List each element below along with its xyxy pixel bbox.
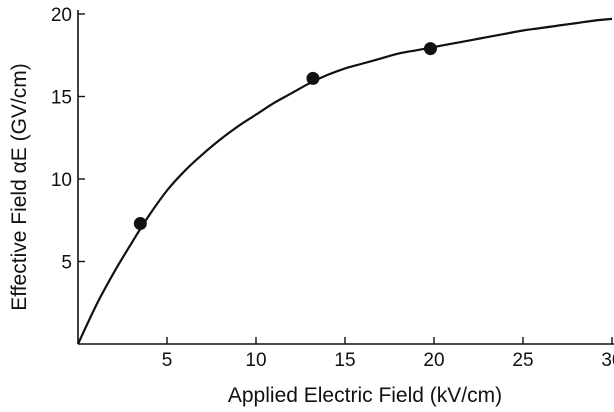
x-ticks: 5 10 15 20 25 30 xyxy=(162,337,614,371)
y-tick-label-3: 20 xyxy=(51,5,72,26)
series-layer xyxy=(77,17,613,345)
fit-curve xyxy=(77,17,613,345)
x-axis-label: Applied Electric Field (kV/cm) xyxy=(228,384,502,407)
x-tick-label-0: 5 xyxy=(162,350,173,371)
data-point-2 xyxy=(423,42,437,56)
y-tick-label-1: 10 xyxy=(51,170,72,191)
y-tick-label-2: 15 xyxy=(51,88,72,109)
data-point-1 xyxy=(306,71,320,85)
x-tick-label-3: 20 xyxy=(423,350,444,371)
data-point-0 xyxy=(133,217,147,231)
x-tick-label-2: 15 xyxy=(334,350,355,371)
x-tick-label-5: 30 xyxy=(601,350,614,371)
y-axis-label: Effective Field αE (GV/cm) xyxy=(8,63,31,310)
y-tick-label-0: 5 xyxy=(61,253,72,274)
axes xyxy=(77,10,614,345)
x-tick-label-4: 25 xyxy=(512,350,533,371)
y-ticks: 5 10 15 20 xyxy=(51,5,85,274)
x-tick-label-1: 10 xyxy=(245,350,266,371)
